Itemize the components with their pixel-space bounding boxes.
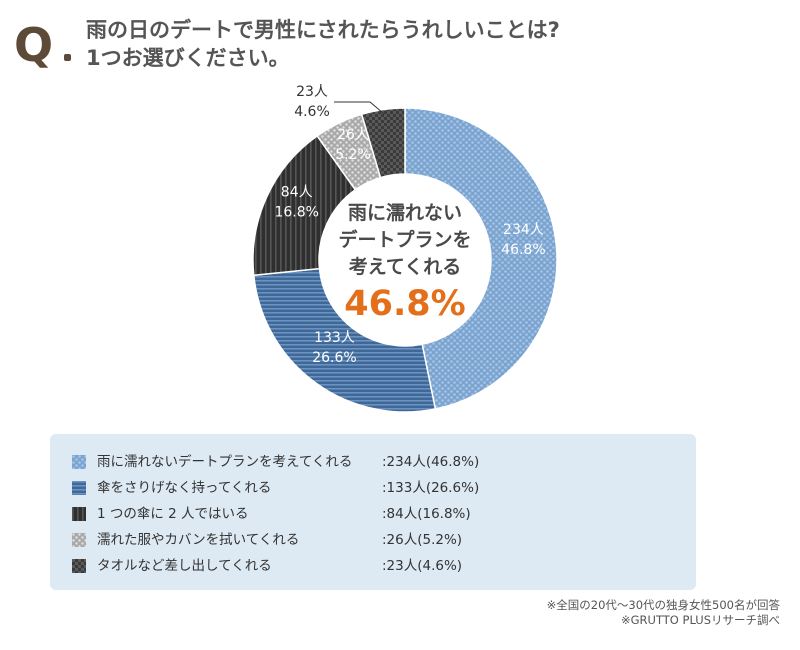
legend-label: 雨に濡れないデートプランを考えてくれる <box>97 454 353 470</box>
source-line-2: ※GRUTTO PLUSリサーチ調べ <box>621 613 780 627</box>
legend-value: :23人(4.6%) <box>382 558 463 574</box>
legend-swatch <box>72 507 86 521</box>
legend-label: 傘をさりげなく持ってくれる <box>97 480 272 496</box>
slice-label-percent: 26.6% <box>312 350 356 366</box>
legend-value: :234人(46.8%) <box>382 454 480 470</box>
donut-chart: 234人 46.8% 133人 26.6% 84人 16.8% 26人 5.2% 23人 4.6%… <box>252 84 558 413</box>
slice-labels: 234人 46.8% 133人 26.6% 84人 16.8% 26人 5.2% 23人 4.6% <box>274 84 545 366</box>
slice-label-count: 26人 <box>337 127 369 143</box>
source-line-1: ※全国の20代〜30代の独身女性500名が回答 <box>546 598 780 612</box>
legend-swatch <box>72 559 86 573</box>
center-text-line-2a: デートプラン <box>338 228 452 251</box>
slice-label-count: 133人 <box>314 330 355 346</box>
legend-label: タオルなど差し出してくれる <box>97 558 272 574</box>
slice-label-percent: 16.8% <box>274 205 318 221</box>
legend-swatch <box>72 533 86 547</box>
legend-item: 1 つの傘に 2 人ではいる :84人(16.8%) <box>72 504 682 524</box>
legend: 雨に濡れないデートプランを考えてくれる :234人(46.8%) 傘をさりげなく… <box>50 434 696 590</box>
center-text-line-2b: を <box>453 229 472 251</box>
slice-label-percent: 5.2% <box>335 147 371 163</box>
slice-label-count: 234人 <box>503 222 544 238</box>
leader-line <box>334 101 385 114</box>
q-dot <box>64 54 71 61</box>
legend-item: 濡れた服やカバンを拭いてくれる :26人(5.2%) <box>72 530 682 550</box>
legend-value: :84人(16.8%) <box>382 506 471 522</box>
q-mark: Q <box>14 18 54 72</box>
slice-label-count: 23人 <box>296 84 328 100</box>
center-text-line-3: 考えてくれる <box>349 256 461 278</box>
legend-value: :26人(5.2%) <box>382 532 463 548</box>
legend-item: 傘をさりげなく持ってくれる :133人(26.6%) <box>72 478 682 498</box>
legend-item: タオルなど差し出してくれる :23人(4.6%) <box>72 556 682 576</box>
legend-item: 雨に濡れないデートプランを考えてくれる :234人(46.8%) <box>72 452 682 472</box>
donut-slices <box>252 107 558 413</box>
legend-swatch <box>72 481 86 495</box>
donut-slice <box>360 107 406 179</box>
donut-slice <box>252 267 437 413</box>
question-line-2: 1つお選びください。 <box>86 46 290 70</box>
question-line-1: 雨の日のデートで男性にされたらうれしいことは? <box>86 18 560 42</box>
center-text-line-2: デートプランを <box>338 228 471 251</box>
question-title: 雨の日のデートで男性にされたらうれしいことは? 1つお選びください。 <box>86 16 786 72</box>
donut-center: 雨に濡れない デートプランを 考えてくれる 46.8% <box>338 202 471 324</box>
source-note: ※全国の20代〜30代の独身女性500名が回答 ※GRUTTO PLUSリサーチ… <box>547 598 780 628</box>
slice-label-percent: 46.8% <box>501 242 545 258</box>
legend-label: 1 つの傘に 2 人ではいる <box>97 506 249 522</box>
slice-label-count: 84人 <box>281 185 313 201</box>
legend-label: 濡れた服やカバンを拭いてくれる <box>97 532 300 548</box>
legend-value: :133人(26.6%) <box>382 480 480 496</box>
center-text-line-1: 雨に濡れない <box>348 202 462 224</box>
legend-swatch <box>72 455 86 469</box>
donut-slice <box>404 107 558 410</box>
slice-label-percent: 4.6% <box>294 104 330 120</box>
center-value: 46.8% <box>344 284 465 324</box>
